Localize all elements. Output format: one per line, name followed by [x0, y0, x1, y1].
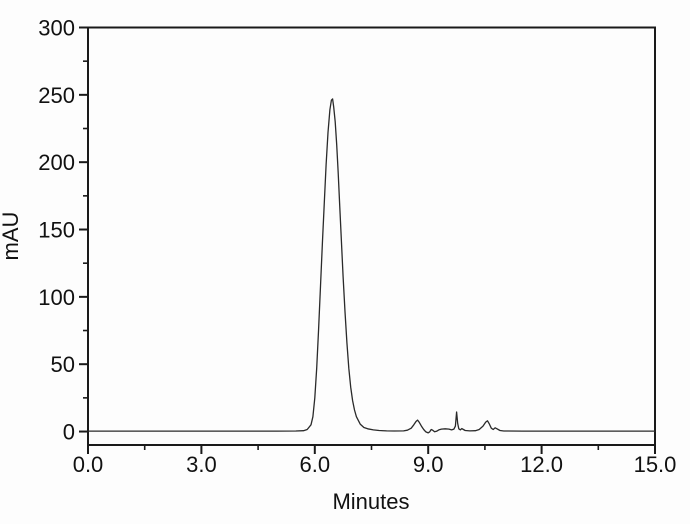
x-tick-label: 3.0 — [186, 452, 217, 477]
x-tick-label: 9.0 — [413, 452, 444, 477]
trace-line — [87, 98, 656, 434]
y-tick-label: 0 — [63, 419, 75, 444]
y-tick-label: 150 — [38, 217, 75, 242]
y-axis-title: mAU — [0, 212, 23, 261]
y-tick-label: 100 — [38, 285, 75, 310]
x-axis-title: Minutes — [332, 489, 409, 514]
y-tick-label: 300 — [38, 15, 75, 40]
y-tick-label: 250 — [38, 83, 75, 108]
x-tick-label: 15.0 — [634, 452, 677, 477]
y-tick-label: 200 — [38, 150, 75, 175]
plot-frame — [87, 26, 656, 446]
x-tick-label: 0.0 — [73, 452, 104, 477]
x-tick-label: 12.0 — [520, 452, 563, 477]
y-tick-label: 50 — [51, 352, 75, 377]
x-tick-label: 6.0 — [300, 452, 331, 477]
